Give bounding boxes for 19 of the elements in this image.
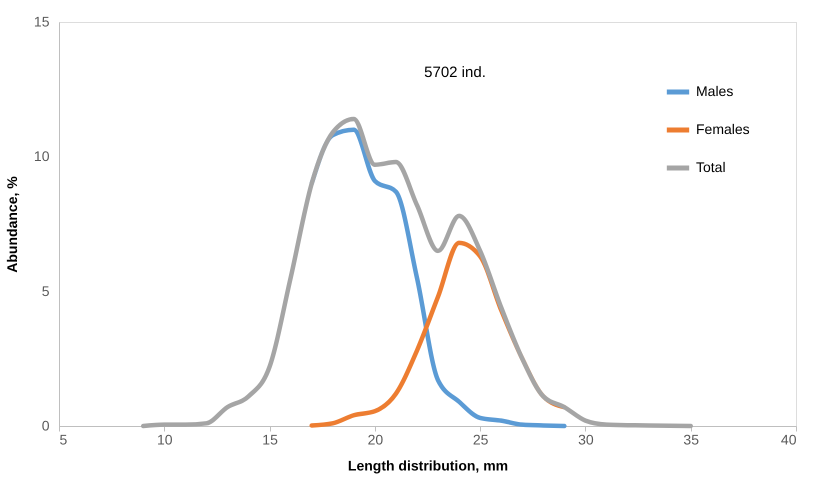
- y-tick-label: 15: [34, 14, 50, 30]
- y-tick-label: 0: [42, 418, 50, 434]
- legend-label: Males: [696, 83, 734, 99]
- x-tick-label: 15: [262, 432, 278, 448]
- legend-label: Females: [696, 121, 750, 137]
- x-tick-label: 35: [683, 432, 700, 448]
- x-tick-label: 5: [60, 432, 68, 448]
- line-series: [140, 116, 693, 428]
- x-tick-label: 40: [780, 432, 797, 448]
- x-tick-label: 10: [156, 432, 173, 448]
- x-axis-title: Length distribution, mm: [348, 458, 508, 474]
- y-axis-title: Abundance, %: [4, 176, 20, 273]
- legend-label: Total: [696, 159, 726, 175]
- annotation: 5702 ind.: [424, 64, 486, 81]
- x-tick-label: 30: [578, 432, 594, 448]
- x-tick-label: 20: [368, 432, 384, 448]
- y-tick-label: 5: [42, 282, 50, 299]
- x-tick-label: 25: [472, 432, 489, 448]
- y-tick-label: 10: [34, 148, 50, 164]
